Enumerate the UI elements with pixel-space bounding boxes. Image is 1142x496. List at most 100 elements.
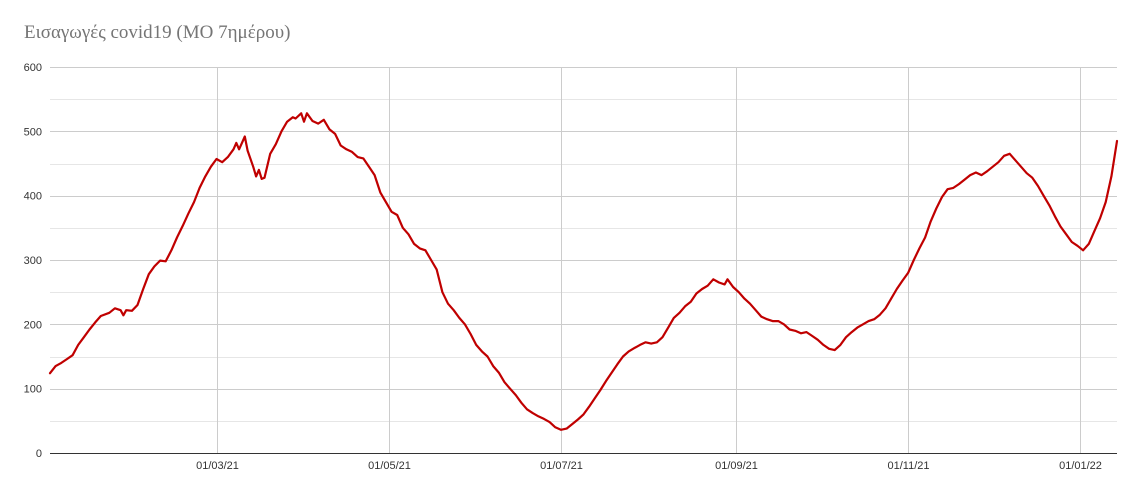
data-point xyxy=(986,170,988,172)
data-point xyxy=(1071,241,1073,243)
data-point xyxy=(100,315,102,317)
data-point xyxy=(975,171,977,174)
data-point xyxy=(269,153,272,155)
data-point xyxy=(941,196,943,198)
data-point xyxy=(435,268,438,271)
data-point xyxy=(828,348,830,350)
data-point xyxy=(498,371,500,374)
data-point xyxy=(159,259,161,262)
data-point xyxy=(1003,155,1005,157)
data-point xyxy=(822,344,825,346)
data-point xyxy=(503,381,506,384)
data-point xyxy=(153,265,156,268)
data-point xyxy=(481,350,483,353)
x-tick-label: 01/05/21 xyxy=(368,460,411,472)
data-point xyxy=(252,165,254,168)
data-point xyxy=(402,227,404,229)
data-point xyxy=(777,320,780,322)
data-point xyxy=(334,133,336,135)
data-point xyxy=(639,344,641,346)
data-point xyxy=(260,178,263,180)
data-point xyxy=(560,429,562,431)
data-point xyxy=(684,305,686,308)
data-point xyxy=(390,211,393,213)
data-point xyxy=(221,161,223,163)
data-point xyxy=(633,347,636,349)
data-point xyxy=(136,304,139,306)
data-point xyxy=(210,165,212,168)
chart-title: Εισαγωγές covid19 (ΜΟ 7ημέρου) xyxy=(24,22,291,43)
data-point xyxy=(244,135,246,138)
data-point xyxy=(232,148,235,151)
data-point xyxy=(935,207,938,210)
data-point xyxy=(294,117,297,120)
y-tick-label: 100 xyxy=(24,384,42,396)
data-point xyxy=(667,326,669,329)
data-point xyxy=(1020,165,1022,168)
data-point xyxy=(492,365,495,367)
data-point xyxy=(701,288,703,290)
data-point xyxy=(817,339,819,341)
data-point xyxy=(164,260,167,263)
data-point xyxy=(627,350,630,353)
data-point xyxy=(907,272,909,274)
data-point xyxy=(723,283,726,286)
data-point xyxy=(275,143,277,145)
data-point xyxy=(644,341,647,344)
data-point xyxy=(300,112,303,115)
data-point xyxy=(122,314,125,317)
data-point xyxy=(49,372,51,375)
data-point xyxy=(1031,176,1034,179)
data-points xyxy=(49,112,1118,431)
data-point xyxy=(695,292,698,295)
data-point xyxy=(929,220,932,223)
data-point xyxy=(794,330,796,332)
data-point xyxy=(292,116,294,118)
series-line xyxy=(48,112,1119,431)
data-point xyxy=(1054,215,1056,218)
data-point xyxy=(673,317,675,319)
data-point xyxy=(238,148,240,151)
data-point xyxy=(862,323,864,326)
data-point xyxy=(356,156,359,158)
data-point xyxy=(60,362,63,364)
data-point xyxy=(258,169,260,171)
data-point xyxy=(526,408,528,411)
data-point xyxy=(811,335,813,337)
data-point xyxy=(424,249,427,252)
data-point xyxy=(303,120,305,123)
data-point xyxy=(246,149,249,152)
data-point xyxy=(1014,159,1017,162)
data-point xyxy=(571,423,573,425)
data-point xyxy=(509,387,511,390)
data-point xyxy=(594,397,596,400)
data-point xyxy=(1076,245,1079,247)
data-point xyxy=(867,320,870,322)
data-point xyxy=(362,157,365,160)
data-point xyxy=(661,336,664,339)
data-point xyxy=(582,413,585,416)
data-point xyxy=(317,122,320,125)
data-point xyxy=(543,418,545,420)
data-point xyxy=(1048,204,1051,207)
data-point xyxy=(726,278,729,281)
data-point xyxy=(373,174,376,176)
data-point xyxy=(850,331,853,333)
data-point xyxy=(588,405,590,408)
data-point xyxy=(198,187,201,189)
data-point xyxy=(1104,201,1107,203)
data-point xyxy=(760,315,763,318)
data-point xyxy=(255,175,257,178)
data-point xyxy=(94,321,96,324)
data-point xyxy=(738,291,740,294)
x-tick-label: 01/09/21 xyxy=(715,460,758,472)
data-point xyxy=(368,165,370,168)
x-axis-tick-labels: 01/03/21 01/05/21 01/07/21 01/09/21 01/11/21… xyxy=(196,460,1102,472)
data-point xyxy=(712,278,715,281)
data-point xyxy=(901,279,904,282)
data-point xyxy=(980,174,983,176)
data-point xyxy=(531,412,534,414)
data-point xyxy=(839,344,842,346)
data-point xyxy=(833,349,836,351)
